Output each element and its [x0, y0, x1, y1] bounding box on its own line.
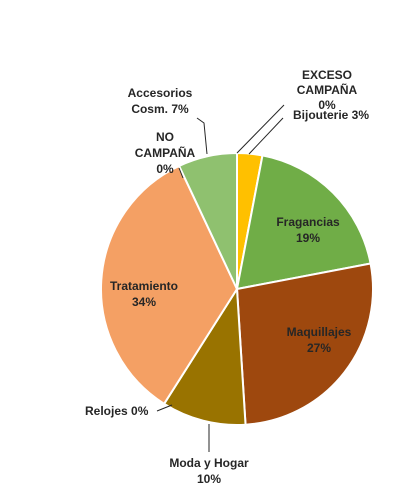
data-label-line: 19%: [296, 231, 320, 245]
data-label-relojes: Relojes 0%: [85, 404, 149, 418]
pie-slice-moda-y-hogar: [162, 285, 247, 426]
data-label-line: Bijouterie 3%: [293, 108, 369, 122]
data-label-line: EXCESO: [302, 68, 352, 82]
data-label-line: 34%: [132, 295, 156, 309]
data-label-line: 27%: [307, 341, 331, 355]
data-label-maquillajes: Maquillajes 27%: [287, 325, 352, 355]
pie-slice-accesorios-cosm: [177, 151, 238, 290]
data-label-line: Maquillajes: [287, 325, 352, 339]
leader-line-relojes: [156, 404, 173, 412]
data-label-line: CAMPAÑA: [135, 145, 196, 160]
data-label-line: Fragancias: [276, 215, 340, 229]
data-label-line: Moda y Hogar: [169, 456, 249, 470]
leader-line-exceso-campana: [236, 104, 285, 154]
leader-line-no-campana: [178, 167, 184, 179]
data-label-bijouterie: Bijouterie 3%: [293, 108, 369, 122]
data-label-tratamiento: Tratamiento 34%: [110, 279, 178, 309]
data-label-line: 0%: [156, 162, 174, 176]
data-label-line: Accesorios: [128, 86, 193, 100]
data-label-no-campana: NO CAMPAÑA 0%: [135, 130, 196, 176]
data-label-fragancias: Fragancias 19%: [276, 215, 340, 245]
leader-line-accesorios-cosm: [196, 117, 208, 155]
data-label-line: Tratamiento: [110, 279, 178, 293]
data-label-line: NO: [156, 130, 174, 144]
leader-line-bijouterie: [248, 117, 284, 155]
data-label-accesorios-cosm: Accesorios Cosm. 7%: [128, 86, 193, 116]
pie-slice-tratamiento: [100, 164, 239, 406]
data-label-line: 10%: [197, 472, 221, 486]
pie-slice-maquillajes: [235, 262, 374, 426]
data-label-line: Cosm. 7%: [131, 102, 189, 116]
data-label-exceso-campana: EXCESO CAMPAÑA 0%: [297, 68, 358, 112]
pie-slice-fragancias: [235, 154, 372, 291]
data-label-line: 0%: [318, 98, 336, 112]
data-label-line: Relojes 0%: [85, 404, 149, 418]
data-label-line: CAMPAÑA: [297, 82, 358, 97]
data-label-moda-y-hogar: Moda y Hogar 10%: [169, 456, 249, 486]
